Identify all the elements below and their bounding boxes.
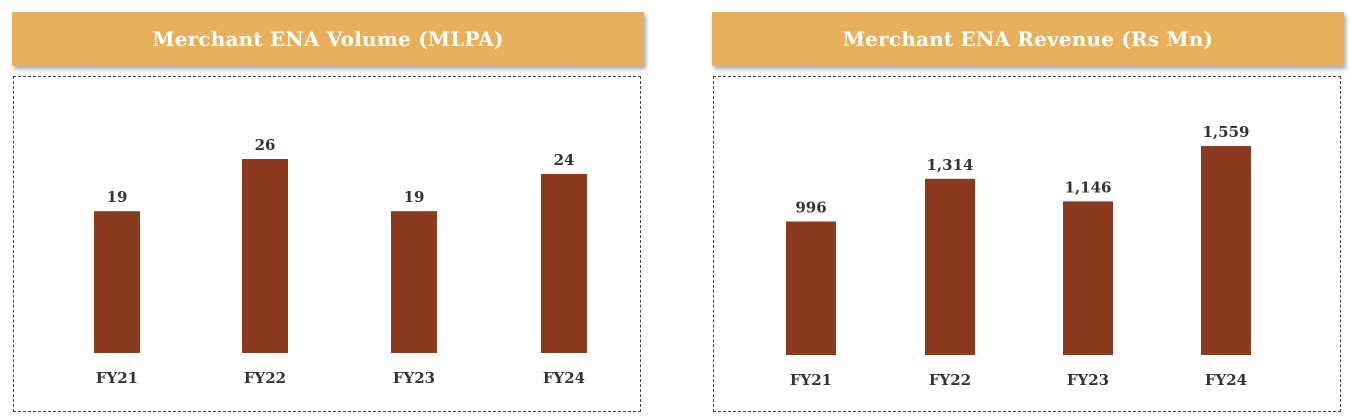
revenue-value-label-fy21: 996	[795, 198, 826, 216]
revenue-category-label-fy22: FY22	[929, 371, 971, 389]
revenue-value-label-fy24: 1,559	[1203, 123, 1250, 141]
revenue-bar-chart: 996 FY21 1,314 FY22 1,146 FY23 1,559 FY24	[786, 123, 1251, 389]
volume-value-label-fy22: 26	[255, 136, 276, 154]
volume-value-label-fy24: 24	[554, 151, 575, 169]
volume-category-label-fy24: FY24	[543, 369, 585, 387]
volume-category-label-fy23: FY23	[393, 369, 435, 387]
volume-chart-title: Merchant ENA Volume (MLPA)	[12, 12, 644, 66]
volume-category-label-fy22: FY22	[244, 369, 286, 387]
revenue-bar-fy22	[925, 178, 975, 355]
volume-value-label-fy21: 19	[107, 188, 128, 206]
revenue-value-label-fy23: 1,146	[1065, 178, 1112, 196]
revenue-category-label-fy23: FY23	[1067, 371, 1109, 389]
revenue-value-label-fy22: 1,314	[927, 156, 974, 174]
revenue-category-label-fy21: FY21	[790, 371, 832, 389]
volume-value-label-fy23: 19	[404, 188, 425, 206]
revenue-bar-fy23	[1063, 201, 1113, 355]
volume-bar-fy21	[94, 211, 140, 353]
volume-chart-area: 19 FY21 26 FY22 19 FY23 24 FY24	[13, 76, 641, 412]
revenue-bar-fy24	[1201, 146, 1251, 355]
volume-category-label-fy21: FY21	[96, 369, 138, 387]
volume-bar-fy22	[242, 159, 288, 353]
revenue-bar-fy21	[786, 221, 836, 355]
revenue-category-label-fy24: FY24	[1205, 371, 1247, 389]
volume-bar-fy24	[541, 173, 587, 353]
volume-bar-chart: 19 FY21 26 FY22 19 FY23 24 FY24	[94, 136, 587, 387]
revenue-chart-area: 996 FY21 1,314 FY22 1,146 FY23 1,559 FY24	[713, 76, 1341, 412]
volume-bar-fy23	[391, 211, 437, 353]
revenue-chart-title: Merchant ENA Revenue (Rs Mn)	[712, 12, 1344, 66]
